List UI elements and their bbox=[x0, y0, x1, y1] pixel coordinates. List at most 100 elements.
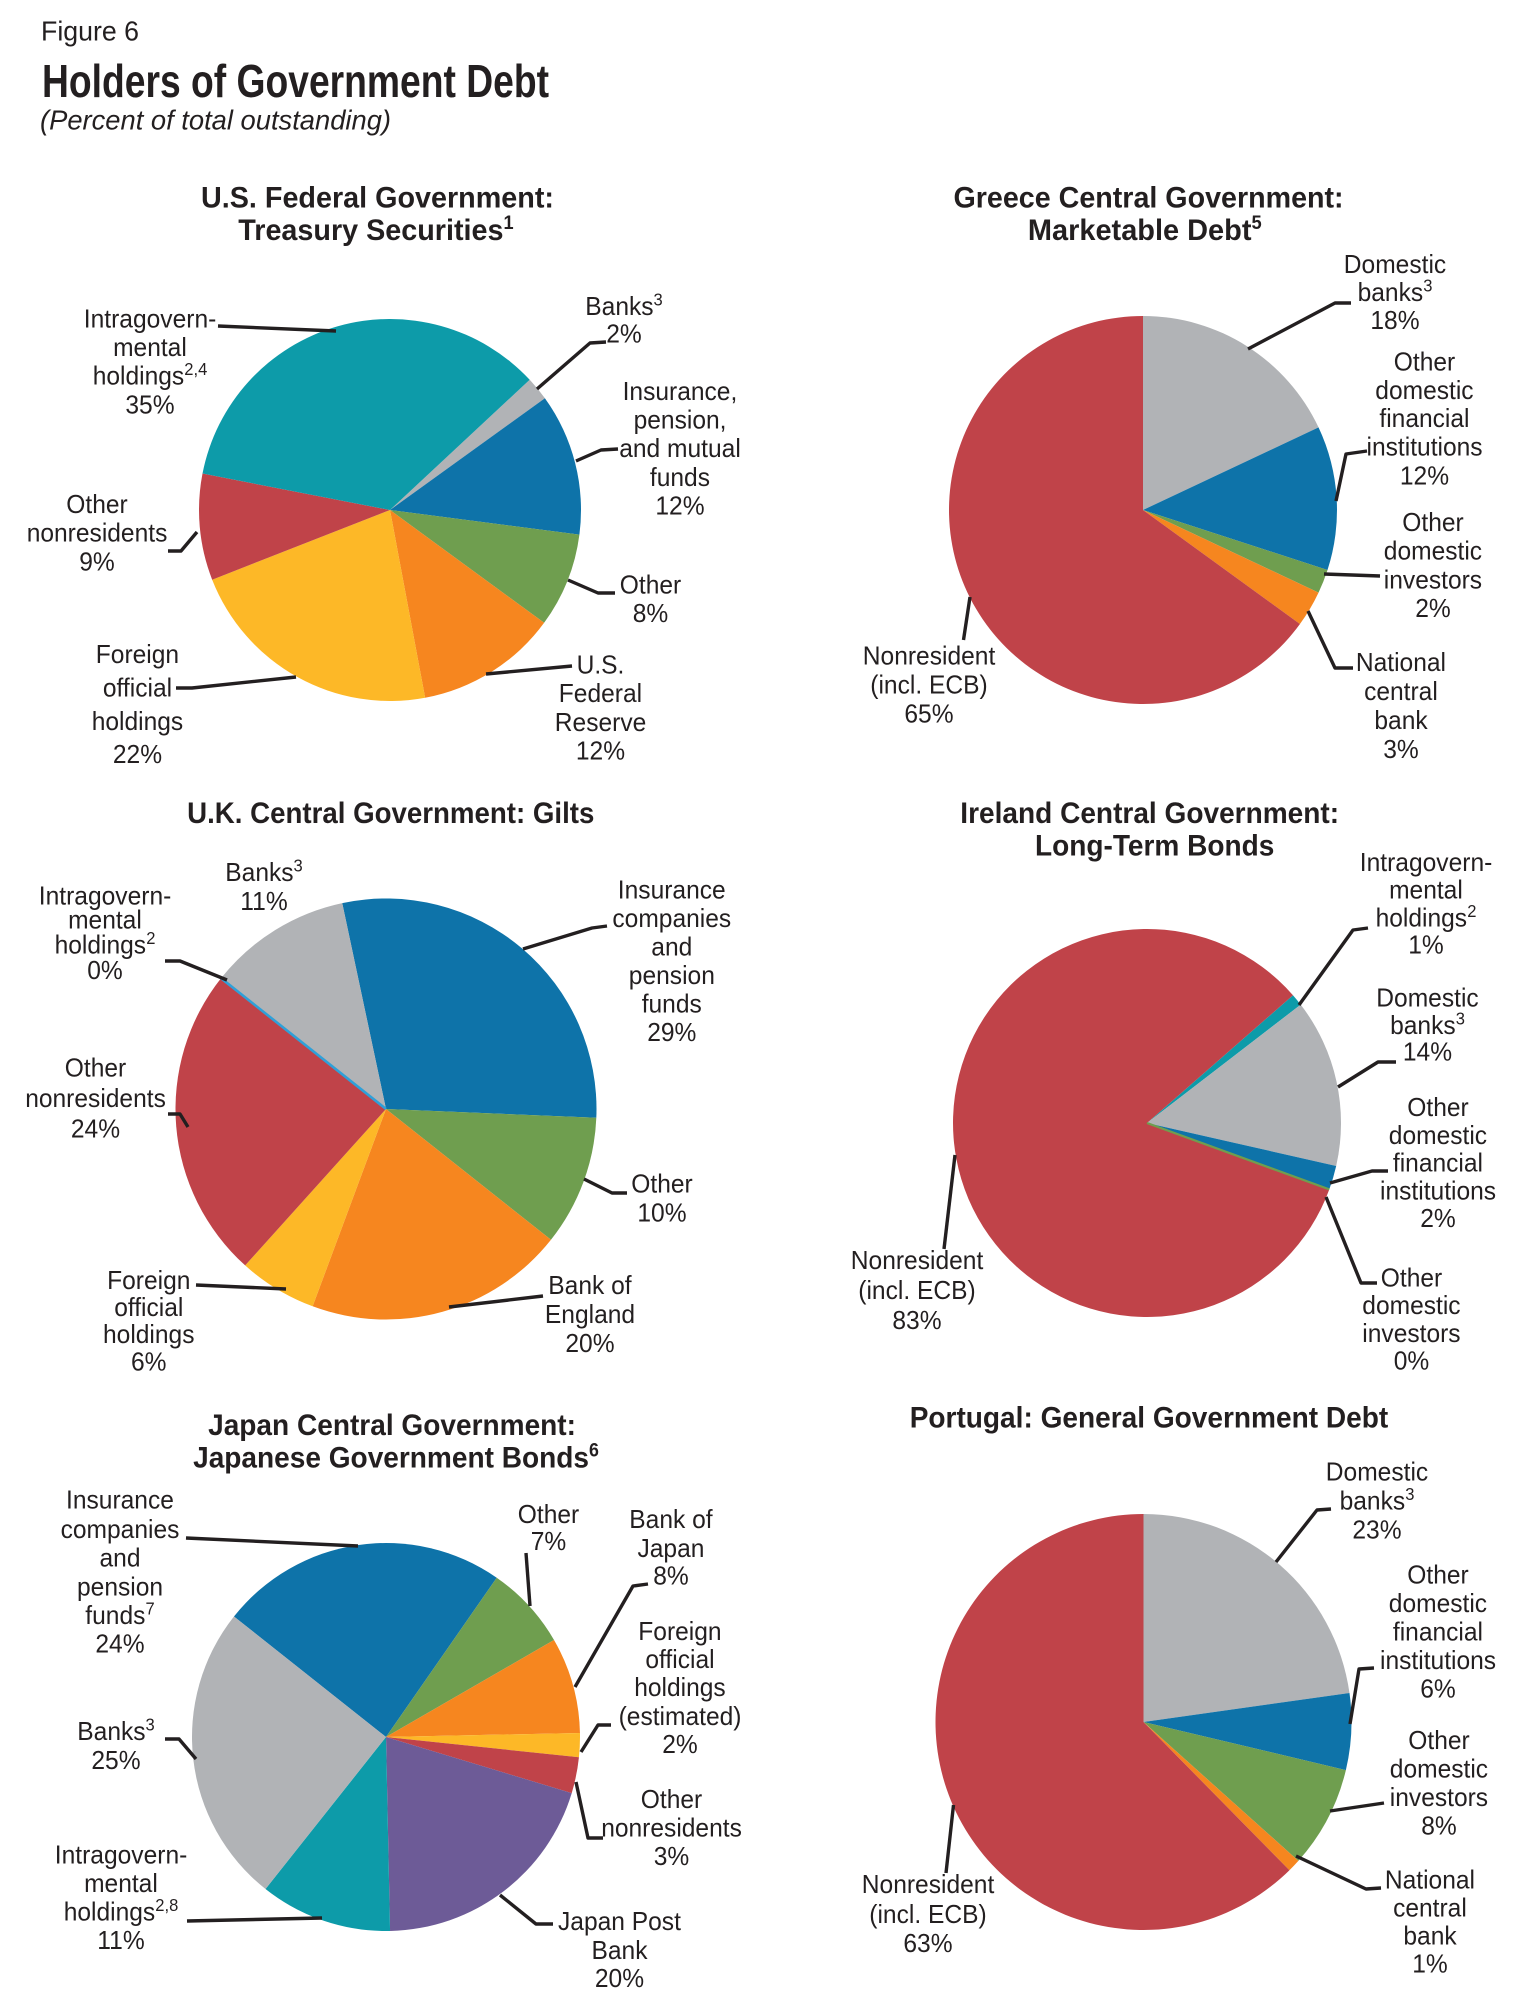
svg-text:Japanese Government Bonds: Japanese Government Bonds bbox=[193, 1442, 589, 1475]
svg-text:Japan Post: Japan Post bbox=[558, 1906, 682, 1936]
svg-text:central: central bbox=[1364, 676, 1438, 706]
svg-text:Insurance: Insurance bbox=[618, 874, 726, 904]
svg-text:domestic: domestic bbox=[1389, 1120, 1487, 1150]
svg-text:Portugal: General Government D: Portugal: General Government Debt bbox=[910, 1402, 1389, 1435]
svg-text:Intragovern-: Intragovern- bbox=[55, 1840, 188, 1870]
svg-text:Bank of: Bank of bbox=[629, 1504, 713, 1534]
svg-text:official: official bbox=[645, 1644, 714, 1674]
svg-text:3: 3 bbox=[1456, 1009, 1465, 1029]
svg-text:holdings: holdings bbox=[92, 706, 184, 736]
svg-text:Banks: Banks bbox=[585, 291, 653, 321]
svg-text:3: 3 bbox=[1405, 1484, 1414, 1504]
svg-text:(incl. ECB): (incl. ECB) bbox=[858, 1275, 975, 1305]
svg-text:11%: 11% bbox=[240, 886, 287, 916]
svg-text:central: central bbox=[1393, 1893, 1467, 1923]
svg-text:7: 7 bbox=[146, 1599, 155, 1619]
svg-text:holdings: holdings bbox=[55, 929, 147, 959]
svg-text:financial: financial bbox=[1379, 403, 1469, 433]
svg-text:domestic: domestic bbox=[1389, 1588, 1487, 1618]
svg-text:investors: investors bbox=[1362, 1318, 1460, 1348]
svg-text:24%: 24% bbox=[95, 1629, 144, 1659]
svg-text:nonresidents: nonresidents bbox=[25, 1083, 166, 1113]
svg-text:pension: pension bbox=[629, 960, 715, 990]
svg-text:Foreign: Foreign bbox=[107, 1265, 190, 1295]
svg-text:Foreign: Foreign bbox=[638, 1616, 721, 1646]
svg-text:Domestic: Domestic bbox=[1376, 983, 1478, 1013]
svg-text:Insurance,: Insurance, bbox=[623, 376, 738, 406]
svg-text:U.S.: U.S. bbox=[577, 649, 625, 679]
svg-text:2,4: 2,4 bbox=[184, 359, 207, 379]
svg-text:pension: pension bbox=[77, 1572, 163, 1602]
svg-text:(estimated): (estimated) bbox=[619, 1701, 742, 1731]
svg-text:1%: 1% bbox=[1412, 1949, 1448, 1979]
svg-text:Holders of Government Debt: Holders of Government Debt bbox=[42, 55, 549, 107]
svg-text:3: 3 bbox=[1423, 276, 1432, 296]
svg-text:Other: Other bbox=[1408, 1725, 1470, 1755]
svg-text:Bank of: Bank of bbox=[548, 1270, 632, 1300]
svg-text:National: National bbox=[1385, 1865, 1475, 1895]
svg-text:63%: 63% bbox=[903, 1928, 952, 1958]
svg-text:1: 1 bbox=[504, 213, 515, 234]
svg-text:2%: 2% bbox=[662, 1729, 698, 1759]
svg-text:official: official bbox=[103, 673, 172, 703]
svg-text:2: 2 bbox=[146, 928, 155, 948]
svg-text:domestic: domestic bbox=[1384, 536, 1482, 566]
svg-text:Marketable Debt: Marketable Debt bbox=[1028, 214, 1252, 247]
svg-text:83%: 83% bbox=[892, 1305, 941, 1335]
svg-text:Other: Other bbox=[1381, 1263, 1443, 1293]
svg-text:and: and bbox=[100, 1542, 141, 1572]
svg-text:22%: 22% bbox=[113, 739, 162, 769]
svg-text:24%: 24% bbox=[71, 1113, 120, 1143]
svg-text:holdings: holdings bbox=[64, 1897, 156, 1927]
svg-text:National: National bbox=[1356, 647, 1446, 677]
svg-text:3: 3 bbox=[294, 855, 303, 875]
svg-text:banks: banks bbox=[1358, 277, 1424, 307]
svg-text:Nonresident: Nonresident bbox=[862, 1869, 995, 1899]
svg-text:Intragovern-: Intragovern- bbox=[39, 881, 172, 911]
svg-text:Domestic: Domestic bbox=[1326, 1457, 1428, 1487]
svg-text:2%: 2% bbox=[606, 319, 642, 349]
svg-text:Other: Other bbox=[620, 570, 682, 600]
svg-text:nonresidents: nonresidents bbox=[27, 518, 168, 548]
svg-text:0%: 0% bbox=[87, 955, 123, 985]
svg-text:funds: funds bbox=[650, 462, 710, 492]
svg-text:Nonresident: Nonresident bbox=[863, 641, 996, 671]
svg-text:29%: 29% bbox=[647, 1017, 696, 1047]
svg-text:Japan Central Government:: Japan Central Government: bbox=[208, 1409, 576, 1442]
svg-text:holdings: holdings bbox=[103, 1319, 195, 1349]
svg-text:12%: 12% bbox=[576, 736, 625, 766]
svg-text:14%: 14% bbox=[1403, 1037, 1452, 1067]
svg-text:Other: Other bbox=[1407, 1092, 1469, 1122]
svg-text:Nonresident: Nonresident bbox=[851, 1245, 984, 1275]
svg-text:Japan: Japan bbox=[638, 1533, 705, 1563]
svg-text:holdings: holdings bbox=[93, 361, 185, 391]
svg-text:Intragovern-: Intragovern- bbox=[1360, 847, 1493, 877]
svg-text:mental: mental bbox=[84, 1868, 158, 1898]
svg-text:institutions: institutions bbox=[1367, 432, 1483, 462]
svg-text:institutions: institutions bbox=[1380, 1176, 1496, 1206]
svg-text:U.K. Central Government: Gilts: U.K. Central Government: Gilts bbox=[187, 797, 594, 830]
svg-text:Long-Term Bonds: Long-Term Bonds bbox=[1035, 830, 1274, 863]
svg-text:official: official bbox=[114, 1292, 183, 1322]
svg-text:U.S. Federal Government:: U.S. Federal Government: bbox=[201, 182, 554, 215]
svg-text:domestic: domestic bbox=[1375, 375, 1473, 405]
svg-text:mental: mental bbox=[113, 332, 187, 362]
svg-text:Other: Other bbox=[641, 1784, 703, 1814]
svg-text:Ireland Central Government:: Ireland Central Government: bbox=[960, 797, 1339, 830]
svg-text:investors: investors bbox=[1390, 1782, 1488, 1812]
svg-text:5: 5 bbox=[1252, 213, 1263, 234]
svg-text:holdings: holdings bbox=[1376, 903, 1468, 933]
svg-text:20%: 20% bbox=[565, 1328, 614, 1358]
svg-text:Other: Other bbox=[518, 1499, 580, 1529]
svg-text:6%: 6% bbox=[131, 1346, 167, 1376]
svg-text:England: England bbox=[545, 1299, 635, 1329]
svg-text:Foreign: Foreign bbox=[96, 639, 179, 669]
svg-text:35%: 35% bbox=[125, 389, 174, 419]
svg-text:2%: 2% bbox=[1415, 593, 1451, 623]
svg-text:3: 3 bbox=[654, 290, 663, 310]
svg-text:pension,: pension, bbox=[634, 404, 727, 434]
svg-text:3: 3 bbox=[146, 1714, 155, 1734]
svg-text:and mutual: and mutual bbox=[619, 433, 741, 463]
svg-text:Bank: Bank bbox=[592, 1935, 649, 1965]
svg-text:domestic: domestic bbox=[1362, 1290, 1460, 1320]
